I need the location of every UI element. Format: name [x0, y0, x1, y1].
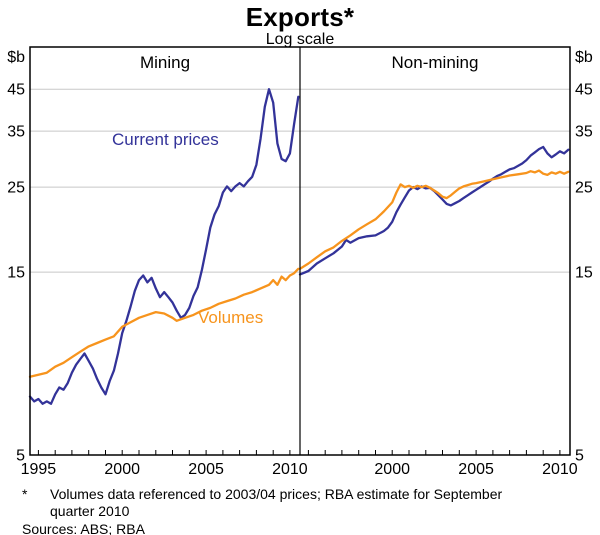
y-axis-label-right: 5 [575, 448, 584, 465]
y-axis-label-left: 45 [7, 82, 25, 99]
y-axis-label-right: 35 [575, 124, 593, 141]
x-axis-label: 2010 [542, 461, 578, 478]
series-line-volumes-mining [28, 267, 300, 378]
y-axis-unit-left: $b [7, 49, 25, 66]
y-axis-label-left: 35 [7, 124, 25, 141]
y-axis-label-left: 25 [7, 180, 25, 197]
x-axis-label: 2010 [272, 461, 308, 478]
x-axis-label: 2000 [374, 461, 410, 478]
series-label-volumes: Volumes [198, 308, 264, 327]
panel-label-mining: Mining [139, 53, 191, 72]
series-label-current-prices: Current prices [112, 130, 219, 149]
chart-title: Exports* [245, 2, 355, 32]
y-axis-unit-right: $b [575, 49, 593, 66]
series-line-current-prices-mining [28, 88, 300, 405]
series-line-current-prices-non-mining [298, 145, 570, 276]
panel-label-non-mining: Non-mining [391, 53, 479, 72]
footnote-sources: Sources: ABS; RBA [22, 521, 145, 535]
chart-subtitle: Log scale [265, 31, 335, 48]
footnote-line1: Volumes data referenced to 2003/04 price… [50, 486, 503, 502]
footnote-marker: * [22, 486, 28, 502]
y-axis-label-right: 45 [575, 82, 593, 99]
x-axis-label: 2005 [458, 461, 494, 478]
series-line-volumes-non-mining [298, 169, 570, 270]
x-axis-label: 1995 [21, 461, 57, 478]
x-axis-label: 2005 [188, 461, 224, 478]
y-axis-label-right: 15 [575, 265, 593, 282]
y-axis-label-left: 5 [16, 448, 25, 465]
x-axis-label: 2000 [104, 461, 140, 478]
y-axis-label-left: 15 [7, 265, 25, 282]
footnote-line2: quarter 2010 [50, 503, 130, 519]
y-axis-label-right: 25 [575, 180, 593, 197]
